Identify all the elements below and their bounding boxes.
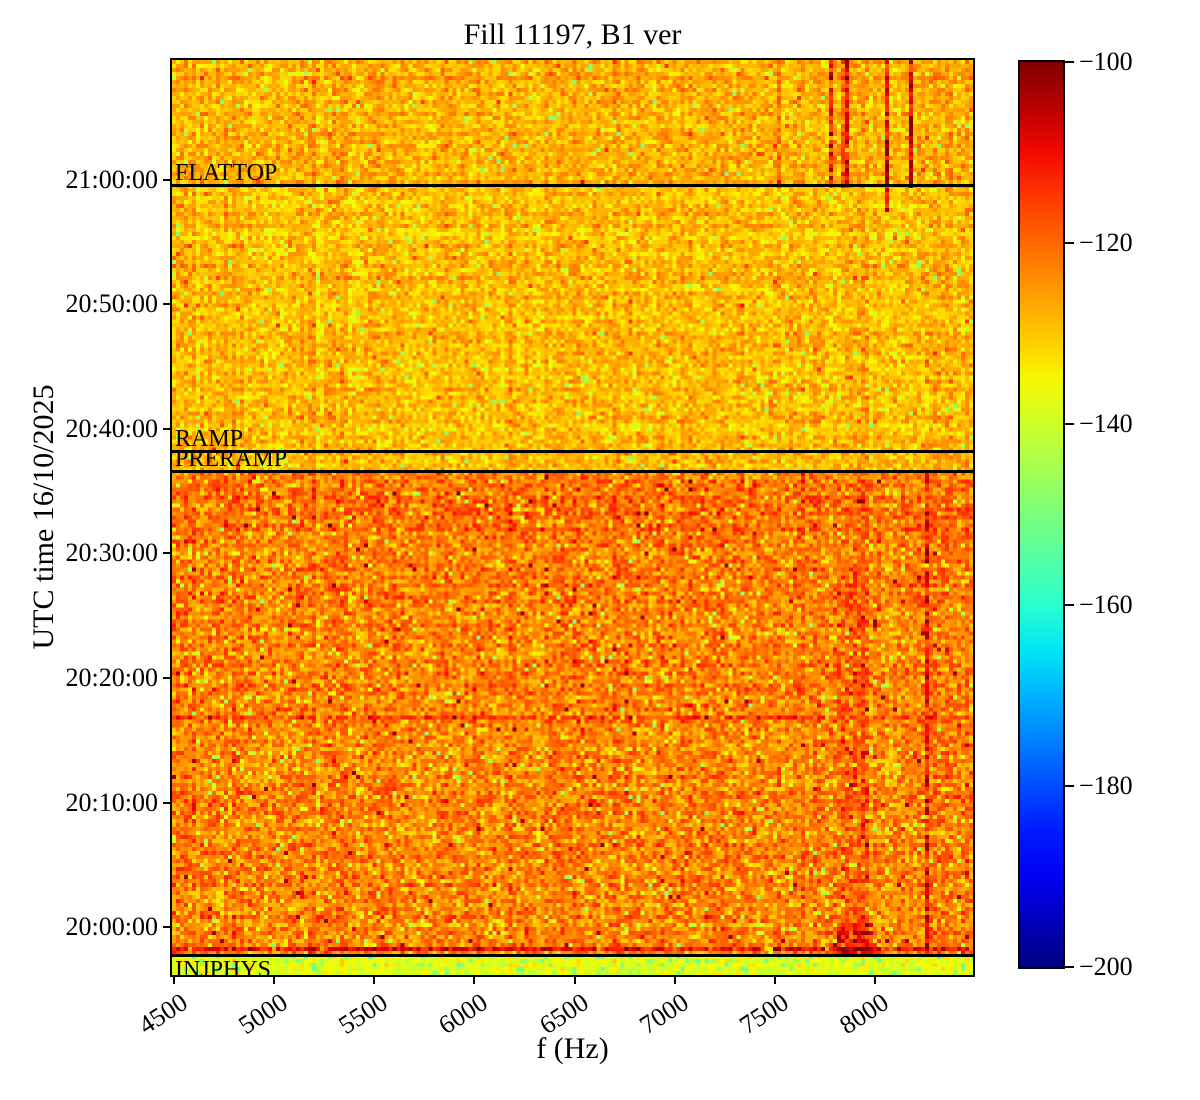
annotation-line-injphys — [172, 954, 973, 958]
annotation-label-ramp: RAMP — [175, 426, 244, 453]
annotation-label-preramp: PRERAMP — [175, 445, 288, 472]
y-tick-mark — [163, 428, 172, 431]
y-tick-label: 20:20:00 — [65, 662, 158, 692]
colorbar-tick-label: −160 — [1079, 590, 1133, 619]
colorbar — [1018, 60, 1065, 969]
annotation-line-flattop — [172, 184, 973, 188]
y-tick-mark — [163, 303, 172, 306]
y-axis-label: UTC time 16/10/2025 — [27, 384, 60, 650]
x-tick-mark — [573, 975, 576, 984]
x-axis-label: f (Hz) — [536, 1032, 609, 1065]
y-tick-label: 20:50:00 — [65, 289, 158, 319]
colorbar-tick-mark — [1065, 61, 1074, 63]
colorbar-tick-label: −180 — [1079, 771, 1133, 800]
y-tick-label: 20:40:00 — [65, 414, 158, 444]
y-tick-mark — [163, 178, 172, 181]
colorbar-tick-label: −140 — [1079, 409, 1133, 438]
x-tick-mark — [673, 975, 676, 984]
annotation-line-ramp — [172, 450, 973, 454]
x-tick-mark — [873, 975, 876, 984]
colorbar-tick-mark — [1065, 785, 1074, 787]
annotation-label-injphys: INJPHYS — [175, 956, 272, 983]
colorbar-tick-mark — [1065, 242, 1074, 244]
x-tick-mark — [773, 975, 776, 984]
y-tick-label: 21:00:00 — [65, 164, 158, 194]
y-tick-mark — [163, 925, 172, 928]
y-tick-mark — [163, 552, 172, 555]
y-tick-label: 20:10:00 — [65, 787, 158, 817]
colorbar-gradient — [1020, 62, 1063, 967]
y-tick-mark — [163, 676, 172, 679]
figure-title: Fill 11197, B1 ver — [463, 18, 682, 51]
plot-frame — [170, 58, 975, 977]
colorbar-tick-label: −120 — [1079, 228, 1133, 257]
x-tick-mark — [273, 975, 276, 984]
colorbar-tick-mark — [1065, 966, 1074, 968]
annotation-label-flattop: FLATTOP — [175, 160, 278, 187]
y-tick-label: 20:30:00 — [65, 538, 158, 568]
x-tick-mark — [373, 975, 376, 984]
y-tick-mark — [163, 801, 172, 804]
y-tick-label: 20:00:00 — [65, 911, 158, 941]
colorbar-tick-label: −100 — [1079, 47, 1133, 76]
x-tick-mark — [173, 975, 175, 984]
x-tick-mark — [473, 975, 476, 984]
annotation-line-preramp — [172, 469, 973, 473]
colorbar-tick-label: −200 — [1079, 952, 1133, 981]
colorbar-tick-mark — [1065, 604, 1074, 606]
colorbar-tick-mark — [1065, 423, 1074, 425]
spectrogram-heatmap — [172, 60, 973, 975]
